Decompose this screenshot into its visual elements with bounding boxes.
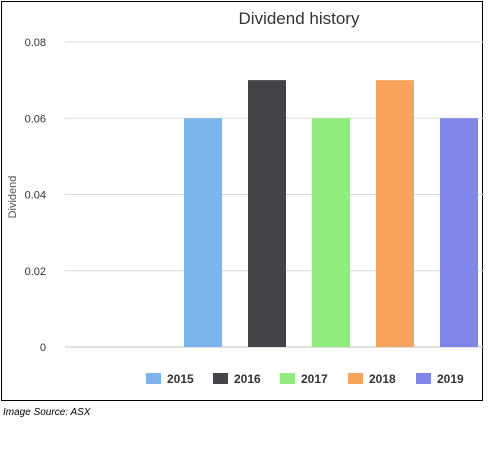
legend-label-2016[interactable]: 2016	[234, 372, 261, 386]
y-tick-label: 0.08	[25, 37, 46, 49]
chart-frame: Dividend history Dividend 0 0.02 0.04 0.06 0…	[1, 1, 484, 401]
bar-2015	[184, 118, 222, 347]
y-tick-label: 0	[40, 342, 46, 354]
image-source-caption: Image Source: ASX	[3, 407, 91, 418]
legend-swatch-2018[interactable]	[348, 373, 363, 384]
legend-swatch-2016[interactable]	[213, 373, 228, 384]
legend-swatch-2017[interactable]	[280, 373, 295, 384]
legend-swatch-2019[interactable]	[416, 373, 431, 384]
legend-label-2018[interactable]: 2018	[369, 372, 396, 386]
y-tick-labels: 0 0.02 0.04 0.06 0.08	[25, 37, 46, 354]
bar-2016	[248, 80, 286, 347]
y-tick-label: 0.02	[25, 266, 46, 278]
bars	[184, 80, 478, 347]
chart-title: Dividend history	[239, 9, 360, 28]
bar-2017	[312, 118, 350, 347]
bar-2019	[440, 118, 478, 347]
y-tick-label: 0.04	[25, 190, 46, 202]
legend-label-2017[interactable]: 2017	[301, 372, 328, 386]
legend-label-2019[interactable]: 2019	[437, 372, 464, 386]
chart-svg: Dividend history Dividend 00.020.040.060…	[7, 9, 484, 386]
y-axis-label: Dividend	[7, 176, 19, 219]
legend-label-2015[interactable]: 2015	[167, 372, 194, 386]
legend-swatch-2015[interactable]	[146, 373, 161, 384]
bar-2018	[376, 80, 414, 347]
y-tick-label: 0.06	[25, 113, 46, 125]
legend: 2015 2016 2017 2018 2019	[146, 372, 464, 386]
